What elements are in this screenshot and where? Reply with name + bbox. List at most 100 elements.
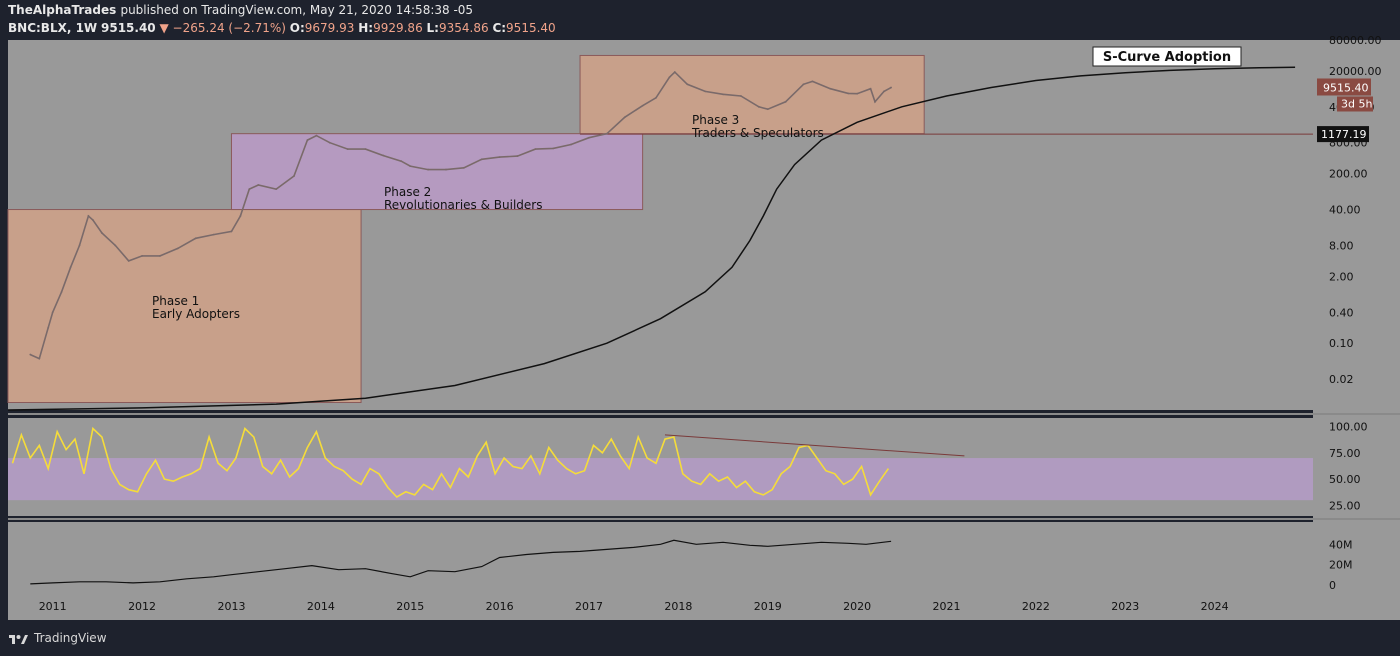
price-y-tick: 2.00: [1329, 270, 1354, 283]
price-y-tick: 0.02: [1329, 373, 1354, 386]
price-point: [552, 147, 555, 150]
publisher-name: TheAlphaTrades: [8, 3, 117, 17]
x-axis-bg: [8, 593, 1400, 620]
phase-box: [230, 133, 644, 211]
price-point: [427, 168, 430, 171]
price-point: [516, 155, 519, 157]
x-tick: 2017: [575, 600, 603, 613]
price-point: [248, 188, 251, 191]
price-point: [668, 76, 671, 79]
price-point: [400, 160, 403, 163]
price-point: [534, 148, 537, 151]
price-point: [869, 87, 872, 90]
x-tick: 2021: [933, 600, 961, 613]
price-point: [784, 100, 787, 103]
price-y-tick: 200.00: [1329, 168, 1368, 181]
x-tick: 2014: [307, 600, 335, 613]
low-label: L:: [426, 21, 439, 35]
price-point: [655, 96, 657, 99]
price-change: −265.24 (−2.71%): [172, 21, 286, 35]
volume-y-tick: 20M: [1329, 559, 1353, 572]
price-point: [92, 219, 94, 221]
price-point: [47, 326, 50, 329]
level-tag: [1317, 126, 1369, 143]
phase-label: Phase 2: [384, 185, 431, 199]
phase-label: Phase 3: [692, 113, 739, 127]
price-point: [38, 357, 41, 360]
price-point: [829, 87, 832, 90]
x-tick: 2016: [486, 600, 514, 613]
price-point: [641, 104, 644, 107]
price-point: [480, 158, 483, 161]
price-point: [498, 156, 501, 158]
phase-box: [7, 209, 362, 403]
price-point: [890, 86, 893, 89]
last-price-tag-label: 9515.40: [1323, 81, 1369, 94]
price-point: [605, 132, 608, 135]
price-point: [623, 116, 626, 119]
price-y-tick: 20000.00: [1329, 65, 1382, 78]
x-tick: 2018: [664, 600, 692, 613]
price-point: [445, 168, 447, 171]
countdown-tag: [1337, 96, 1373, 112]
phase-label: Phase 1: [152, 294, 199, 308]
x-tick: 2015: [396, 600, 424, 613]
rsi-y-tick: 25.00: [1329, 499, 1361, 512]
price-point: [69, 266, 72, 269]
price-point: [306, 139, 309, 141]
price-point: [722, 93, 724, 96]
x-tick: 2024: [1201, 600, 1229, 613]
s-curve-line: [7, 66, 1296, 411]
phase-description: Revolutionaries & Builders: [384, 198, 542, 212]
price-point: [275, 188, 278, 191]
price-point: [239, 215, 242, 217]
level-tag-label: 1177.19: [1321, 128, 1367, 141]
x-tick: 2013: [217, 600, 245, 613]
phase-description: Traders & Speculators: [691, 126, 824, 140]
price-point: [51, 311, 54, 314]
high-label: H:: [358, 21, 374, 35]
phase-description: Early Adopters: [152, 307, 240, 321]
low-value: 9354.86: [438, 21, 489, 35]
price-point: [462, 166, 465, 169]
rsi-y-tick: 50.00: [1329, 473, 1361, 486]
price-point: [883, 90, 885, 93]
rsi-y-tick: 75.00: [1329, 447, 1361, 460]
price-point: [766, 108, 769, 111]
tradingview-logo-icon: [9, 635, 28, 644]
price-point: [757, 105, 760, 108]
price-point: [346, 148, 349, 151]
price-point: [856, 92, 859, 95]
phase-box: [579, 54, 925, 135]
open-label: O:: [289, 21, 305, 35]
price-point: [409, 165, 412, 168]
x-tick: 2022: [1022, 600, 1050, 613]
price-point: [141, 255, 143, 257]
price-point: [686, 83, 689, 86]
s-curve-title: S-Curve Adoption: [1103, 50, 1231, 65]
price-point: [811, 80, 814, 83]
price-point: [570, 143, 573, 146]
footer-brand: TradingView: [34, 631, 107, 645]
down-arrow-icon: ▼: [159, 21, 169, 35]
price-point: [673, 71, 676, 73]
x-tick: 2020: [843, 600, 871, 613]
x-tick: 2019: [754, 600, 782, 613]
price-point: [847, 92, 850, 95]
price-point: [704, 90, 707, 93]
close-value: 9515.40: [506, 21, 556, 35]
price-point: [212, 233, 215, 236]
price-point: [194, 237, 197, 240]
footer: TradingView: [8, 628, 107, 648]
price-y-tick: 8.00: [1329, 239, 1354, 252]
x-tick: 2011: [39, 600, 67, 613]
volume-y-tick: 40M: [1329, 538, 1353, 551]
price-point: [328, 141, 331, 144]
x-tick: 2012: [128, 600, 156, 613]
price-y-tick: 40.00: [1329, 204, 1361, 217]
price-y-tick: 0.40: [1329, 306, 1354, 319]
price-point: [78, 244, 81, 247]
volume-pane-bg: [8, 522, 1313, 593]
price-point: [588, 136, 590, 139]
